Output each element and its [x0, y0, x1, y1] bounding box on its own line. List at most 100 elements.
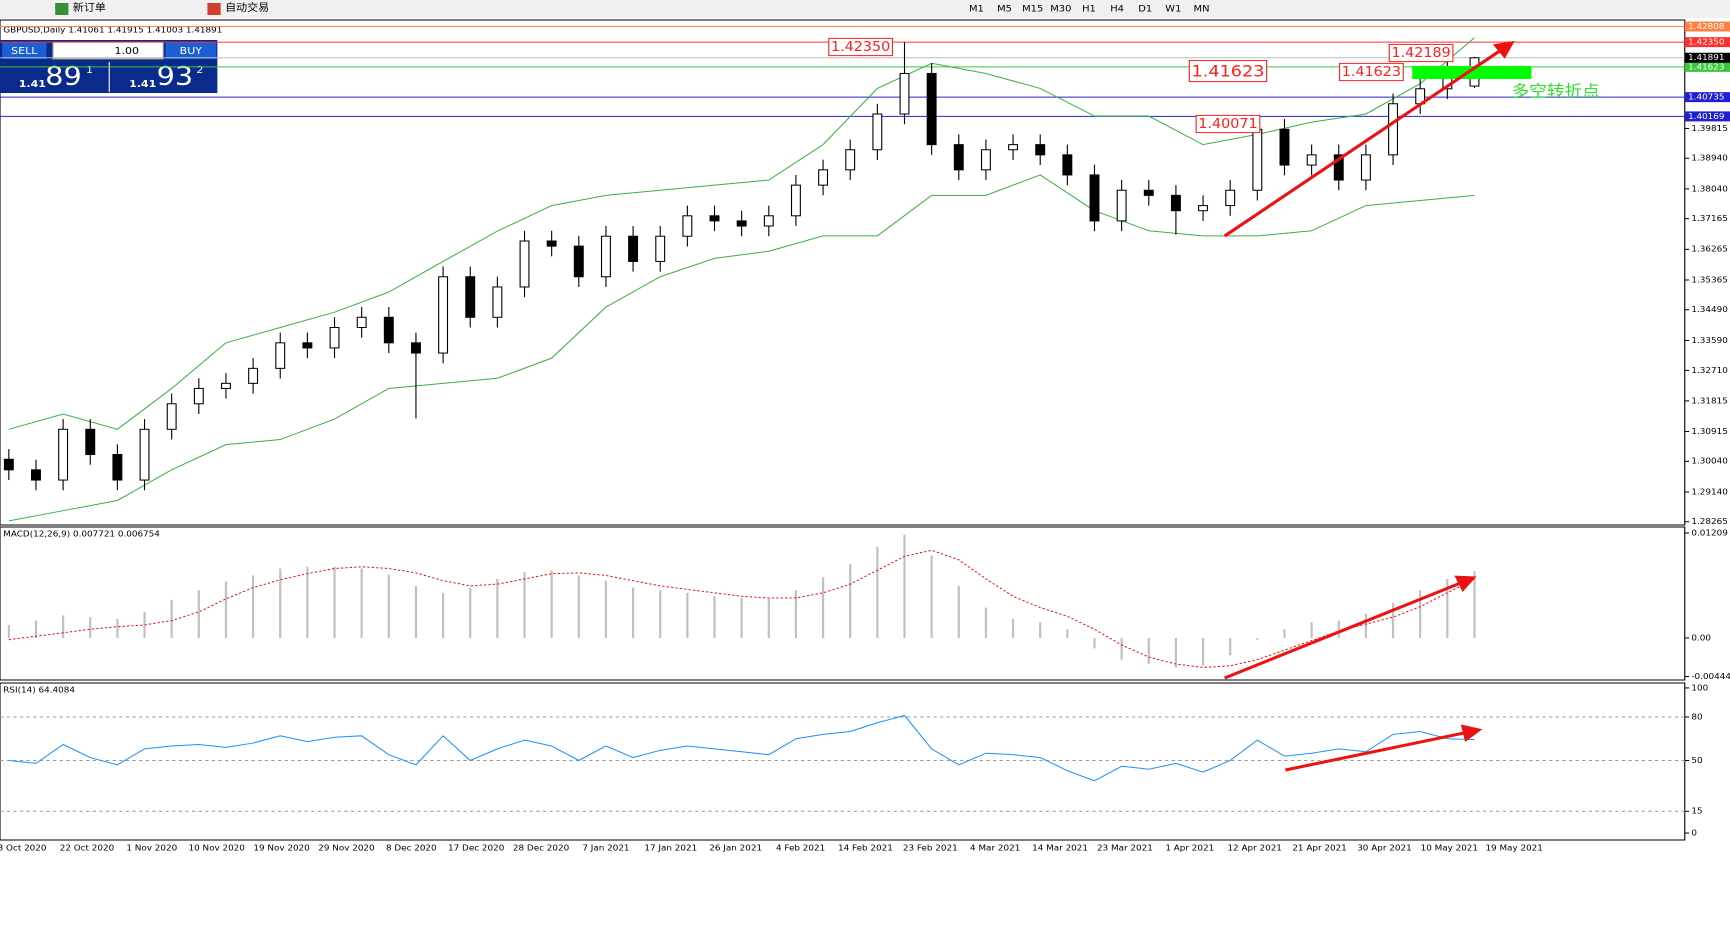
- candle-body: [573, 245, 584, 278]
- sell-label: SELL: [11, 45, 37, 56]
- macd-bar: [1066, 629, 1069, 638]
- macd-bar: [1011, 618, 1015, 638]
- toolbar: [0, 0, 1730, 18]
- candle-body: [248, 367, 259, 384]
- candle-body: [329, 326, 340, 349]
- candle-body: [112, 454, 123, 481]
- candle-body: [1198, 205, 1209, 212]
- lots-input[interactable]: [52, 41, 164, 60]
- macd-bar: [740, 598, 743, 638]
- y-tick-label: 15: [1691, 806, 1702, 815]
- macd-bar: [496, 578, 499, 638]
- x-tick-label: 12 Apr 2021: [1227, 843, 1281, 852]
- macd-bar: [279, 568, 282, 638]
- y-tick-label: 0: [1691, 828, 1697, 837]
- x-tick-label: 3 Oct 2020: [0, 843, 46, 852]
- timeframe[interactable]: D1: [1138, 4, 1152, 14]
- macd-bar: [414, 585, 418, 638]
- macd-bar: [631, 587, 635, 638]
- macd-bar: [360, 568, 363, 638]
- candle-body: [438, 276, 449, 354]
- annotation-box: [1388, 43, 1454, 63]
- macd-bar: [876, 546, 879, 638]
- candle-body: [736, 220, 747, 227]
- macd-signal: [8, 549, 1475, 668]
- timeframe[interactable]: M30: [1050, 4, 1071, 14]
- candle-body: [1062, 154, 1073, 176]
- macd-bar: [930, 555, 933, 638]
- buy-label: BUY: [180, 45, 203, 56]
- rsi-title: RSI(14) 64.4084: [3, 685, 75, 694]
- candle-body: [845, 149, 856, 171]
- level-tag: [1684, 111, 1730, 122]
- macd-bar: [34, 620, 38, 638]
- candle-body: [519, 240, 530, 288]
- timeframe[interactable]: H4: [1110, 4, 1124, 14]
- candle-body: [1116, 189, 1127, 222]
- macd-bar: [794, 590, 798, 638]
- bid-sup: 1: [86, 64, 93, 75]
- buy-button[interactable]: [165, 42, 217, 59]
- macd-bar: [523, 571, 526, 638]
- timeframe[interactable]: M1: [969, 4, 984, 14]
- candle-body: [953, 144, 964, 171]
- x-tick-label: 14 Mar 2021: [1032, 843, 1088, 852]
- bollinger-band: [8, 37, 1475, 430]
- ask-main: 1.41: [129, 78, 156, 89]
- annotation: 1.40071: [1198, 116, 1257, 131]
- level-label: 1.41623: [1688, 62, 1724, 71]
- y-tick-label: 1.28265: [1691, 517, 1727, 526]
- timeframe[interactable]: W1: [1165, 4, 1181, 14]
- macd-bar: [903, 534, 906, 638]
- candle-body: [682, 215, 693, 237]
- annotation: 1.41623: [1342, 64, 1401, 79]
- x-tick-label: 8 Dec 2020: [386, 843, 437, 852]
- x-tick-label: 22 Oct 2020: [60, 843, 114, 852]
- rsi-panel: [0, 682, 1686, 841]
- price-label: 1.41891: [1688, 53, 1724, 62]
- rsi-line: [8, 714, 1475, 782]
- level-label: 1.42350: [1688, 37, 1724, 46]
- candle-body: [546, 240, 557, 247]
- y-tick-label: 1.35365: [1691, 275, 1727, 284]
- timeframe[interactable]: M5: [997, 4, 1012, 14]
- x-tick-label: 10 May 2021: [1421, 843, 1478, 852]
- highlight-zone: [1412, 66, 1532, 79]
- macd-bar: [1256, 637, 1259, 640]
- annotation: 多空转折点: [1512, 82, 1600, 101]
- timeframe[interactable]: M15: [1022, 4, 1043, 14]
- level-label: 1.42808: [1688, 21, 1724, 30]
- new-order[interactable]: 新订单: [73, 1, 106, 13]
- macd-bar: [251, 575, 255, 638]
- auto-trade[interactable]: 自动交易: [225, 1, 269, 13]
- bollinger-band: [8, 174, 1475, 522]
- y-tick-label: 1.37165: [1691, 213, 1727, 222]
- y-tick-label: 1.33590: [1691, 335, 1727, 344]
- annotation-box: [1188, 60, 1268, 83]
- macd-bar: [1120, 637, 1123, 660]
- level-tag: [1684, 37, 1730, 48]
- timeframe[interactable]: MN: [1194, 4, 1210, 14]
- toolbar-items: 新订单 自动交易: [55, 1, 269, 15]
- macd-bar: [306, 566, 309, 638]
- macd-bar: [1337, 620, 1340, 638]
- candle-body: [655, 235, 666, 262]
- macd-bar: [1201, 637, 1205, 666]
- sell-button[interactable]: [2, 42, 47, 59]
- x-tick-label: 10 Nov 2020: [188, 843, 244, 852]
- y-tick-label: 0.00: [1691, 633, 1711, 642]
- candle-body: [926, 72, 937, 146]
- timeframe[interactable]: H1: [1082, 4, 1096, 14]
- candle-body: [58, 428, 69, 481]
- macd-bar: [984, 607, 988, 638]
- annotation: 1.41623: [1192, 62, 1265, 81]
- candle-body: [1306, 154, 1317, 166]
- macd-bar: [1283, 629, 1286, 638]
- icon: [55, 3, 69, 15]
- candle-body: [1225, 189, 1236, 207]
- annotation: 1.42350: [831, 39, 890, 54]
- macd-bar: [550, 570, 553, 638]
- macd-bar: [686, 592, 689, 638]
- macd-bar: [1473, 571, 1476, 638]
- x-tick-label: 23 Feb 2021: [903, 843, 958, 852]
